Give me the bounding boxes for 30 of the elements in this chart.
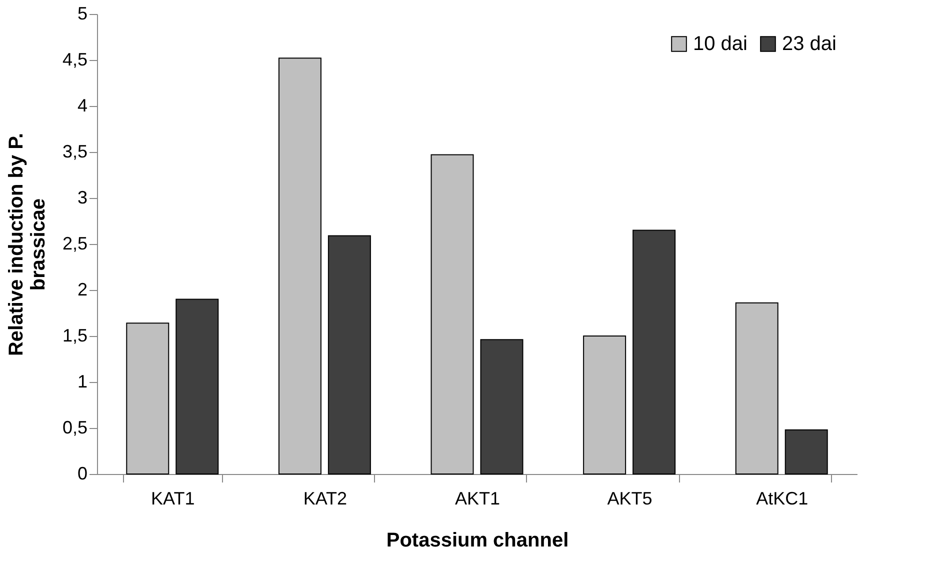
y-tick-label: 0	[77, 464, 88, 484]
x-axis-title: Potassium channel	[386, 530, 569, 552]
y-tick-label: 4,5	[62, 50, 88, 70]
y-tick-label: 1,5	[62, 326, 88, 346]
x-tick-label: KAT1	[151, 488, 195, 508]
legend-label: 10 dai	[693, 33, 748, 55]
bar	[784, 429, 828, 474]
bar	[583, 336, 626, 474]
y-tick-label: 3,5	[62, 142, 88, 162]
y-tick-label: 4	[77, 96, 88, 116]
y-tick-label: 1	[77, 372, 88, 392]
x-tick-label: AtKC1	[756, 488, 808, 508]
bar	[176, 298, 219, 474]
x-tick-label: AKT5	[607, 488, 652, 508]
bar	[126, 322, 170, 474]
bar	[328, 235, 371, 474]
y-tick-label: 0,5	[62, 418, 88, 438]
x-tick-label: KAT2	[303, 488, 348, 508]
bar	[632, 230, 676, 474]
x-tick-label: AKT1	[454, 488, 500, 508]
y-tick-label: 2,5	[62, 234, 88, 254]
bar	[735, 302, 778, 474]
bar	[480, 339, 524, 474]
y-tick-label: 2	[77, 280, 88, 300]
legend-label: 23 dai	[782, 33, 836, 55]
y-tick-label: 5	[77, 4, 88, 24]
bar	[278, 58, 322, 474]
y-tick-label: 3	[77, 188, 88, 208]
bar	[430, 154, 474, 474]
y-axis-title: Relative induction by P. brassicae	[5, 132, 50, 356]
